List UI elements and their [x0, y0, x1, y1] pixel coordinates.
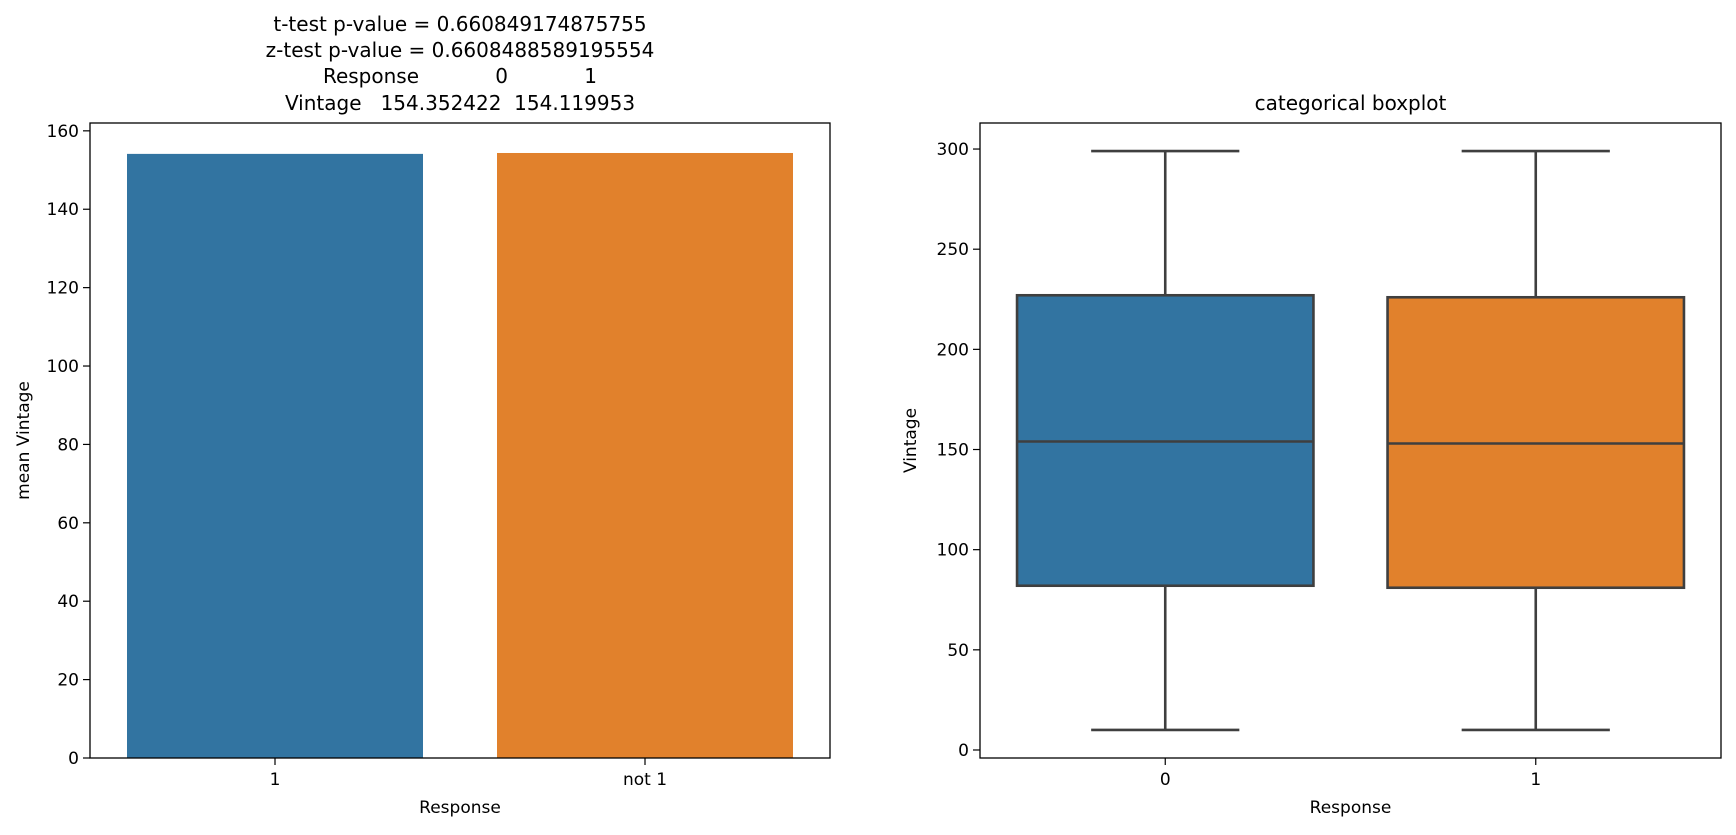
- y-tick-label: 200: [937, 340, 969, 360]
- y-tick-label: 160: [47, 122, 79, 142]
- box-chart-frame: [979, 122, 1722, 759]
- bar-chart-x-label: Response: [419, 798, 501, 818]
- y-tick-label: 0: [68, 749, 79, 769]
- y-tick-label: 300: [937, 140, 969, 160]
- box-chart-marks: [1015, 149, 1686, 732]
- x-tick-label: 1: [270, 770, 281, 790]
- x-tick-label: 1: [1530, 770, 1541, 790]
- box-chart: categorical boxplot 0 50 100 150 200 250 300 0…: [901, 91, 1722, 818]
- bar-chart-frame: [89, 122, 831, 759]
- box-chart-y-label: Vintage: [901, 408, 921, 473]
- y-tick-label: 100: [47, 357, 79, 377]
- y-tick-label: 120: [47, 279, 79, 299]
- y-tick-label: 20: [57, 671, 79, 691]
- bar-chart: t-test p-value = 0.660849174875755z-test…: [14, 12, 831, 818]
- bar-chart-title-line: Vintage 154.352422 154.119953: [285, 91, 635, 115]
- y-tick-label: 50: [947, 641, 969, 661]
- bar-chart-x-axis: 1 not 1: [270, 758, 667, 790]
- box-chart-x-label: Response: [1310, 798, 1392, 818]
- bar: [127, 153, 423, 759]
- box-0: [1015, 149, 1315, 732]
- box-1: [1386, 149, 1686, 732]
- bar-chart-title-line: z-test p-value = 0.6608488589195554: [266, 38, 655, 62]
- x-tick-label: 0: [1160, 770, 1171, 790]
- y-tick-label: 150: [937, 441, 969, 461]
- y-tick-label: 250: [937, 240, 969, 260]
- bar-chart-title-line: t-test p-value = 0.660849174875755: [273, 12, 646, 36]
- y-tick-label: 100: [937, 541, 969, 561]
- y-tick-label: 0: [958, 741, 969, 761]
- bar-chart-title-line: Response 0 1: [323, 64, 597, 88]
- x-tick-label: not 1: [623, 770, 667, 790]
- bar-chart-marks: [127, 152, 793, 759]
- y-tick-label: 60: [57, 514, 79, 534]
- box-chart-title: categorical boxplot: [1255, 91, 1447, 115]
- y-tick-label: 80: [57, 435, 79, 455]
- bar: [497, 152, 793, 759]
- y-tick-label: 40: [57, 592, 79, 612]
- bar-chart-title: t-test p-value = 0.660849174875755z-test…: [266, 12, 655, 115]
- bar-chart-y-axis: 0 20 40 60 80 100 120 140 160: [47, 122, 90, 769]
- bar-chart-y-label: mean Vintage: [14, 381, 34, 500]
- box-chart-y-axis: 0 50 100 150 200 250 300: [937, 140, 980, 761]
- y-tick-label: 140: [47, 200, 79, 220]
